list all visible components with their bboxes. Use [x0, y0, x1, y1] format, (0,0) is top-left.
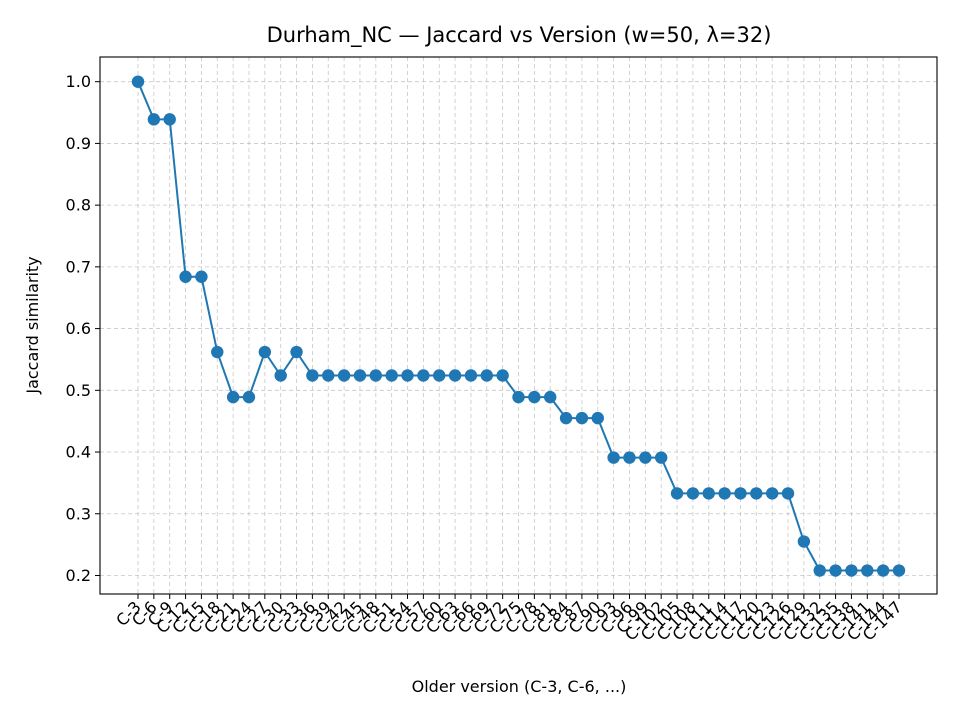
- data-point: [306, 369, 319, 382]
- data-point: [147, 113, 161, 126]
- data-point: [480, 369, 493, 382]
- data-point: [670, 487, 684, 500]
- y-tick-label: 0.9: [66, 134, 91, 153]
- y-tick-label: 0.4: [66, 443, 91, 462]
- series-layer: [131, 75, 906, 577]
- data-point: [845, 564, 858, 577]
- data-point: [448, 369, 462, 382]
- data-point: [591, 411, 604, 425]
- data-point: [623, 451, 636, 464]
- data-point: [290, 345, 303, 359]
- data-point: [813, 564, 826, 577]
- data-point: [274, 369, 287, 382]
- data-point: [686, 487, 700, 500]
- data-point: [195, 270, 208, 283]
- y-tick-label: 0.7: [66, 257, 91, 276]
- x-axis-label: Older version (C-3, C-6, ...): [412, 677, 627, 696]
- data-point: [544, 390, 557, 404]
- data-point: [781, 487, 795, 500]
- chart-title: Durham_NC — Jaccard vs Version (w=50, λ=…: [267, 23, 772, 48]
- data-point: [575, 411, 589, 425]
- data-point: [559, 411, 573, 425]
- data-point: [797, 535, 811, 548]
- y-tick-label: 1.0: [66, 72, 91, 91]
- data-point: [337, 369, 351, 382]
- data-point: [369, 369, 383, 382]
- data-point: [322, 369, 335, 382]
- data-point: [401, 369, 414, 382]
- data-point: [607, 451, 620, 464]
- data-point: [163, 113, 176, 126]
- y-axis-label: Jaccard similarity: [23, 256, 42, 394]
- data-point: [750, 487, 763, 500]
- data-point: [211, 345, 224, 359]
- data-point: [464, 369, 478, 382]
- data-point: [528, 390, 541, 404]
- data-point: [765, 487, 779, 500]
- y-tick-label: 0.2: [66, 566, 91, 585]
- data-point: [861, 564, 874, 577]
- data-point: [385, 369, 398, 382]
- data-point: [702, 487, 715, 500]
- data-point: [829, 564, 842, 577]
- y-axis: 0.2 0.3 0.4 0.5 0.6 0.7 0.8 0.9 1.0: [66, 72, 100, 585]
- data-point: [417, 369, 430, 382]
- data-point: [876, 564, 890, 577]
- data-point: [242, 390, 256, 404]
- data-point: [512, 390, 525, 404]
- y-tick-label: 0.6: [66, 319, 91, 338]
- data-point: [353, 369, 367, 382]
- data-point: [639, 451, 652, 464]
- data-point: [433, 369, 446, 382]
- x-axis: C-3C-6C-9C-12C-15C-18C-21C-24C-27C-30C-3…: [112, 594, 906, 644]
- data-point: [892, 564, 906, 577]
- data-point: [131, 75, 145, 88]
- data-point: [226, 390, 240, 404]
- data-point: [654, 451, 668, 464]
- data-point: [179, 270, 192, 283]
- data-point: [258, 345, 272, 359]
- grid: [100, 57, 937, 594]
- y-tick-label: 0.5: [66, 381, 91, 400]
- data-point: [734, 487, 747, 500]
- data-point: [496, 369, 509, 382]
- y-tick-label: 0.3: [66, 504, 91, 523]
- data-point: [718, 487, 731, 500]
- y-tick-label: 0.8: [66, 196, 91, 215]
